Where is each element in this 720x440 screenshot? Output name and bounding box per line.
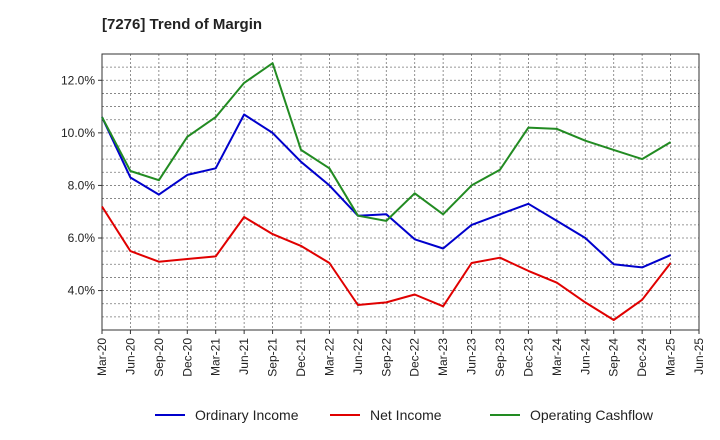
x-tick-label: Dec-21 bbox=[294, 338, 308, 377]
axes bbox=[98, 53, 700, 334]
x-tick-label: Sep-22 bbox=[379, 338, 393, 377]
x-tick-label: Sep-23 bbox=[493, 338, 507, 377]
x-tick-label: Mar-21 bbox=[209, 338, 223, 376]
y-tick-label: 10.0% bbox=[61, 126, 95, 140]
y-tick-label: 8.0% bbox=[68, 178, 96, 192]
x-tick-label: Mar-20 bbox=[95, 338, 109, 376]
x-tick-label: Mar-22 bbox=[322, 338, 336, 376]
x-tick-label: Sep-24 bbox=[607, 338, 621, 377]
x-tick-label: Mar-24 bbox=[550, 338, 564, 376]
x-tick-label: Jun-25 bbox=[692, 338, 706, 375]
x-tick-label: Dec-23 bbox=[521, 338, 535, 377]
x-tick-label: Mar-25 bbox=[664, 338, 678, 376]
y-tick-label: 6.0% bbox=[68, 231, 96, 245]
x-tick-label: Jun-23 bbox=[465, 338, 479, 375]
chart-title: [7276] Trend of Margin bbox=[102, 16, 263, 33]
legend-label: Operating Cashflow bbox=[530, 407, 654, 423]
x-tick-label: Sep-21 bbox=[266, 338, 280, 377]
y-tick-label: 4.0% bbox=[68, 284, 96, 298]
y-tick-label: 12.0% bbox=[61, 73, 95, 87]
x-tick-label: Jun-21 bbox=[237, 338, 251, 375]
x-tick-label: Jun-22 bbox=[351, 338, 365, 375]
x-tick-label: Dec-20 bbox=[180, 338, 194, 377]
series-line-net-income bbox=[101, 205, 672, 321]
tick-labels: 4.0% 6.0% 8.0% 10.0% 12.0% Mar-20 Jun-20 Sep-20… bbox=[61, 73, 706, 376]
x-tick-label: Mar-23 bbox=[436, 338, 450, 376]
plot-frame bbox=[101, 53, 700, 331]
x-tick-label: Dec-22 bbox=[408, 338, 422, 377]
series-line-ordinary-income bbox=[101, 113, 671, 269]
legend: Ordinary Income Net Income Operating Cashf… bbox=[155, 407, 654, 423]
x-tick-label: Jun-24 bbox=[578, 338, 592, 375]
series-line-operating-cashflow bbox=[101, 62, 672, 222]
x-tick-label: Dec-24 bbox=[635, 338, 649, 377]
x-tick-label: Jun-20 bbox=[123, 338, 137, 375]
x-tick-label: Sep-20 bbox=[152, 338, 166, 377]
grid bbox=[102, 54, 699, 330]
legend-label: Ordinary Income bbox=[195, 407, 299, 423]
series-lines bbox=[101, 62, 672, 321]
legend-label: Net Income bbox=[370, 407, 442, 423]
